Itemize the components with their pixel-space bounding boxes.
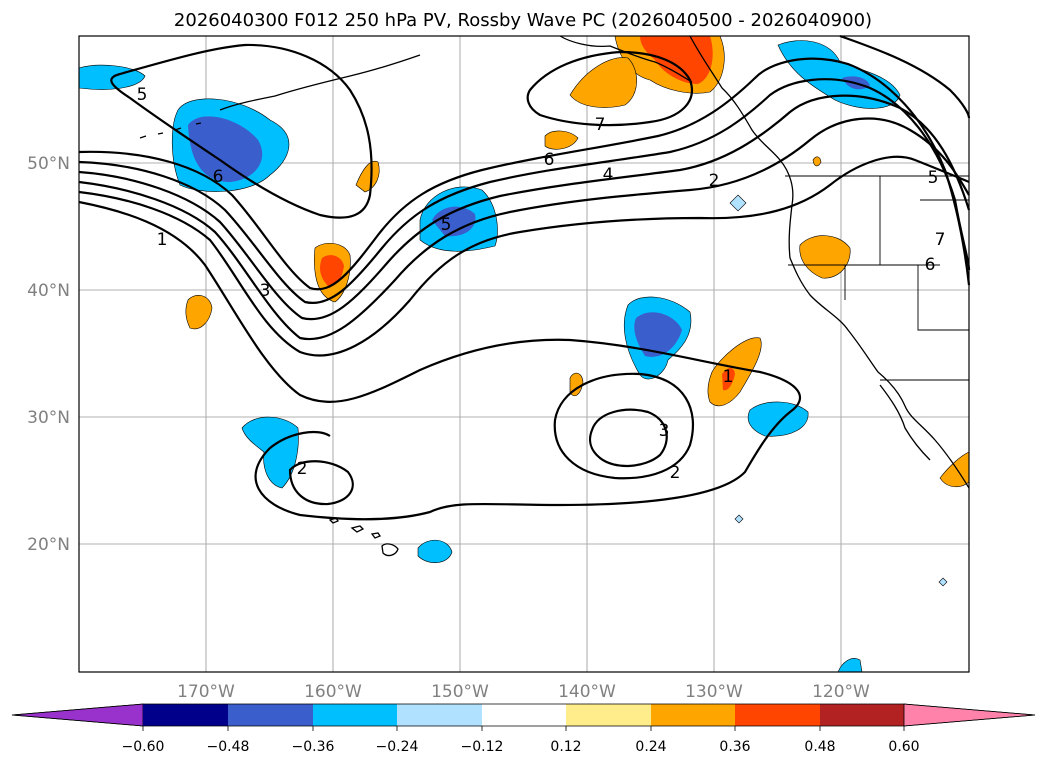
lon-label: 140°W: [558, 682, 616, 702]
colorbar-extend-max: [903, 703, 1036, 727]
contour-label: 2: [670, 463, 681, 483]
colorbar-segment: [566, 704, 651, 726]
contour-line: [526, 50, 693, 127]
positive-anomaly-core: [320, 255, 344, 287]
contour-label: 3: [260, 281, 271, 301]
contour-label: 5: [137, 85, 148, 105]
contour-line: [78, 94, 971, 321]
shaded-anomalies: [78, 35, 970, 673]
colorbar-tick-label: 0.24: [635, 739, 666, 755]
contour-label: 6: [213, 167, 224, 187]
aleutian-islands: [139, 122, 202, 139]
colorbar-segment: [397, 704, 482, 726]
contour-label: 4: [603, 165, 614, 185]
colorbar-tick-label: 0.12: [550, 739, 581, 755]
lat-label: 40°N: [27, 281, 70, 301]
contour-label: 5: [441, 215, 452, 235]
contour-line: [78, 57, 971, 291]
colorbar: −0.60 −0.48 −0.36 −0.24 −0.12 0.12 0.24 …: [11, 703, 1036, 755]
contour-label: 1: [723, 367, 734, 387]
contour-label: 7: [595, 115, 606, 135]
colorbar-tick-label: −0.60: [122, 739, 165, 755]
negative-anomaly-core: [634, 312, 682, 357]
contour-line: [78, 117, 970, 341]
contour-label: 6: [544, 150, 555, 170]
contour-label: 7: [935, 230, 946, 250]
contour-line: [553, 372, 695, 480]
north-america-coastline: [689, 35, 970, 489]
colorbar-segment: [313, 704, 397, 726]
lat-label: 30°N: [27, 408, 70, 428]
positive-anomaly-core: [722, 368, 735, 391]
colorbar-tick-label: 0.60: [888, 739, 919, 755]
lon-label: 120°W: [812, 682, 870, 702]
negative-anomaly-region: [729, 194, 747, 212]
negative-anomaly-region: [241, 416, 299, 489]
negative-anomaly-region: [417, 539, 453, 563]
contour-line: [110, 43, 373, 219]
lon-label: 160°W: [304, 682, 362, 702]
positive-anomaly-region: [185, 295, 213, 330]
contour-line: [78, 155, 970, 357]
colorbar-segment: [143, 704, 228, 726]
negative-anomaly-core: [188, 116, 263, 182]
colorbar-tick-label: −0.48: [207, 739, 250, 755]
contour-line: [288, 460, 354, 506]
map-frame: [78, 35, 970, 673]
positive-anomaly-region: [812, 156, 822, 167]
negative-anomaly-region: [938, 577, 948, 587]
hawaii-islands: [328, 517, 399, 557]
positive-anomaly-core: [640, 36, 713, 84]
contour-line: [839, 34, 971, 119]
contour-label: 2: [297, 459, 308, 479]
colorbar-ticks: [142, 726, 905, 731]
negative-anomaly-region: [777, 40, 901, 109]
colorbar-extend-min: [11, 703, 144, 727]
colorbar-tick-label: 0.36: [719, 739, 750, 755]
figure-title: 2026040300 F012 250 hPa PV, Rossby Wave …: [174, 10, 872, 31]
contour-line: [589, 408, 668, 468]
colorbar-segment: [820, 704, 904, 726]
contour-labels: 5 6 1 3 5 6 7 4 2 5 7 6 1 3 2 2: [137, 85, 946, 483]
negative-anomaly-region: [734, 514, 744, 524]
contour-line: [78, 78, 971, 305]
aleutian-islands: [219, 54, 421, 111]
contour-label: 5: [928, 168, 939, 188]
colorbar-segment: [228, 704, 313, 726]
coastlines: [139, 35, 970, 557]
state-borders: [785, 175, 969, 381]
contour-label: 6: [925, 255, 936, 275]
colorbar-segment: [735, 704, 820, 726]
contour-line: [78, 200, 801, 521]
lon-label: 150°W: [431, 682, 489, 702]
negative-anomaly-core: [432, 206, 476, 237]
positive-anomaly-region: [544, 130, 579, 150]
colorbar-tick-label: −0.36: [292, 739, 335, 755]
contour-label: 2: [709, 171, 720, 191]
lon-label: 130°W: [685, 682, 743, 702]
colorbar-segment: [482, 704, 566, 726]
lat-label: 20°N: [27, 535, 70, 555]
colorbar-tick-label: −0.12: [461, 739, 504, 755]
colorbar-tick-label: 0.48: [804, 739, 835, 755]
negative-anomaly-region: [837, 658, 863, 673]
latitude-labels: 50°N 40°N 30°N 20°N: [27, 154, 70, 555]
colorbar-segment: [651, 704, 735, 726]
lat-label: 50°N: [27, 154, 70, 174]
pv-contours: [78, 34, 971, 521]
alaska-coastline: [559, 35, 693, 83]
positive-anomaly-region: [569, 57, 637, 108]
baja-coastline: [879, 384, 931, 461]
colorbar-tick-label: −0.24: [376, 739, 419, 755]
contour-label: 3: [659, 421, 670, 441]
contour-label: 1: [157, 230, 168, 250]
lon-label: 170°W: [177, 682, 235, 702]
longitude-labels: 170°W 160°W 150°W 140°W 130°W 120°W: [177, 682, 870, 702]
